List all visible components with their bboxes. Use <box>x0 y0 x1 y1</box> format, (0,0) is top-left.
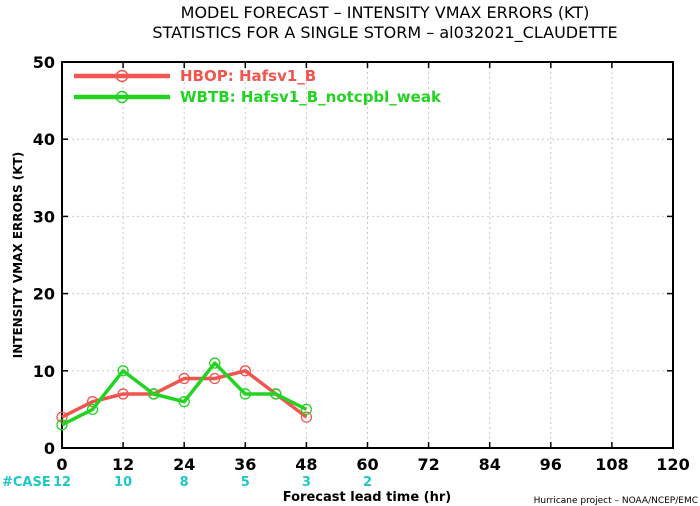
data-point <box>239 388 251 400</box>
x-tick-label: 60 <box>356 455 378 474</box>
grid <box>62 62 673 448</box>
case-counts: #CASE 12 10 8 5 3 2 <box>2 475 372 490</box>
data-point <box>300 411 313 423</box>
case-count: 8 <box>180 475 189 490</box>
legend-label: HBOP: Hafsv1_B <box>180 67 316 85</box>
chart-title: MODEL FORECAST – INTENSITY VMAX ERRORS (… <box>181 3 590 22</box>
x-tick-label: 120 <box>656 455 689 474</box>
legend-marker <box>115 90 129 104</box>
x-tick-label: 72 <box>417 455 439 474</box>
data-point <box>86 403 99 416</box>
credit-text: Hurricane project – NOAA/NCEP/EMC <box>534 496 698 506</box>
x-tick-label: 108 <box>595 455 628 474</box>
y-tick-label: 40 <box>33 130 55 149</box>
chart-subtitle: STATISTICS FOR A SINGLE STORM – al032021… <box>152 23 617 43</box>
y-tick-label: 10 <box>33 362 55 381</box>
x-axis-label: Forecast lead time (hr) <box>283 490 451 505</box>
x-tick-label: 96 <box>540 455 562 474</box>
y-tick-label: 20 <box>33 285 55 304</box>
case-count: 10 <box>114 475 132 490</box>
series-line <box>61 361 308 427</box>
data-point <box>300 403 313 416</box>
data-point <box>178 396 190 408</box>
data-point <box>147 388 160 400</box>
x-tick-label: 12 <box>112 455 134 474</box>
case-count: 3 <box>302 475 311 490</box>
case-label: #CASE <box>2 475 51 490</box>
y-tick-label: 0 <box>44 439 55 458</box>
data-point <box>209 372 221 385</box>
data-point <box>178 372 190 385</box>
plot-frame <box>61 61 674 449</box>
data-point <box>56 419 68 431</box>
data-point <box>117 365 129 377</box>
case-count: 5 <box>241 475 250 490</box>
x-tick-label: 24 <box>173 455 195 474</box>
case-count: 12 <box>53 475 71 490</box>
x-tick-label: 48 <box>295 455 317 474</box>
data-point <box>56 411 68 423</box>
legend-label: WBTB: Hafsv1_B_notcpbl_weak <box>180 88 442 106</box>
data-point <box>117 388 129 400</box>
y-tick-label: 30 <box>33 207 55 226</box>
data-point <box>239 365 251 377</box>
legend-marker <box>115 69 129 83</box>
x-tick-label: 36 <box>234 455 256 474</box>
data-point <box>270 388 282 400</box>
legend: HBOP: Hafsv1_B WBTB: Hafsv1_B_notcpbl_wea… <box>74 67 442 106</box>
y-tick-label: 50 <box>33 53 55 72</box>
y-axis-label: INTENSITY VMAX ERRORS (KT) <box>11 152 25 358</box>
case-count: 2 <box>363 475 372 490</box>
y-axis: 0 10 20 30 40 50 <box>33 53 673 458</box>
x-axis: 0 12 24 36 48 60 72 84 96 108 120 <box>56 62 690 474</box>
x-tick-label: 0 <box>56 455 67 474</box>
series-group <box>56 357 313 431</box>
data-point <box>209 357 221 369</box>
x-tick-label: 84 <box>479 455 501 474</box>
